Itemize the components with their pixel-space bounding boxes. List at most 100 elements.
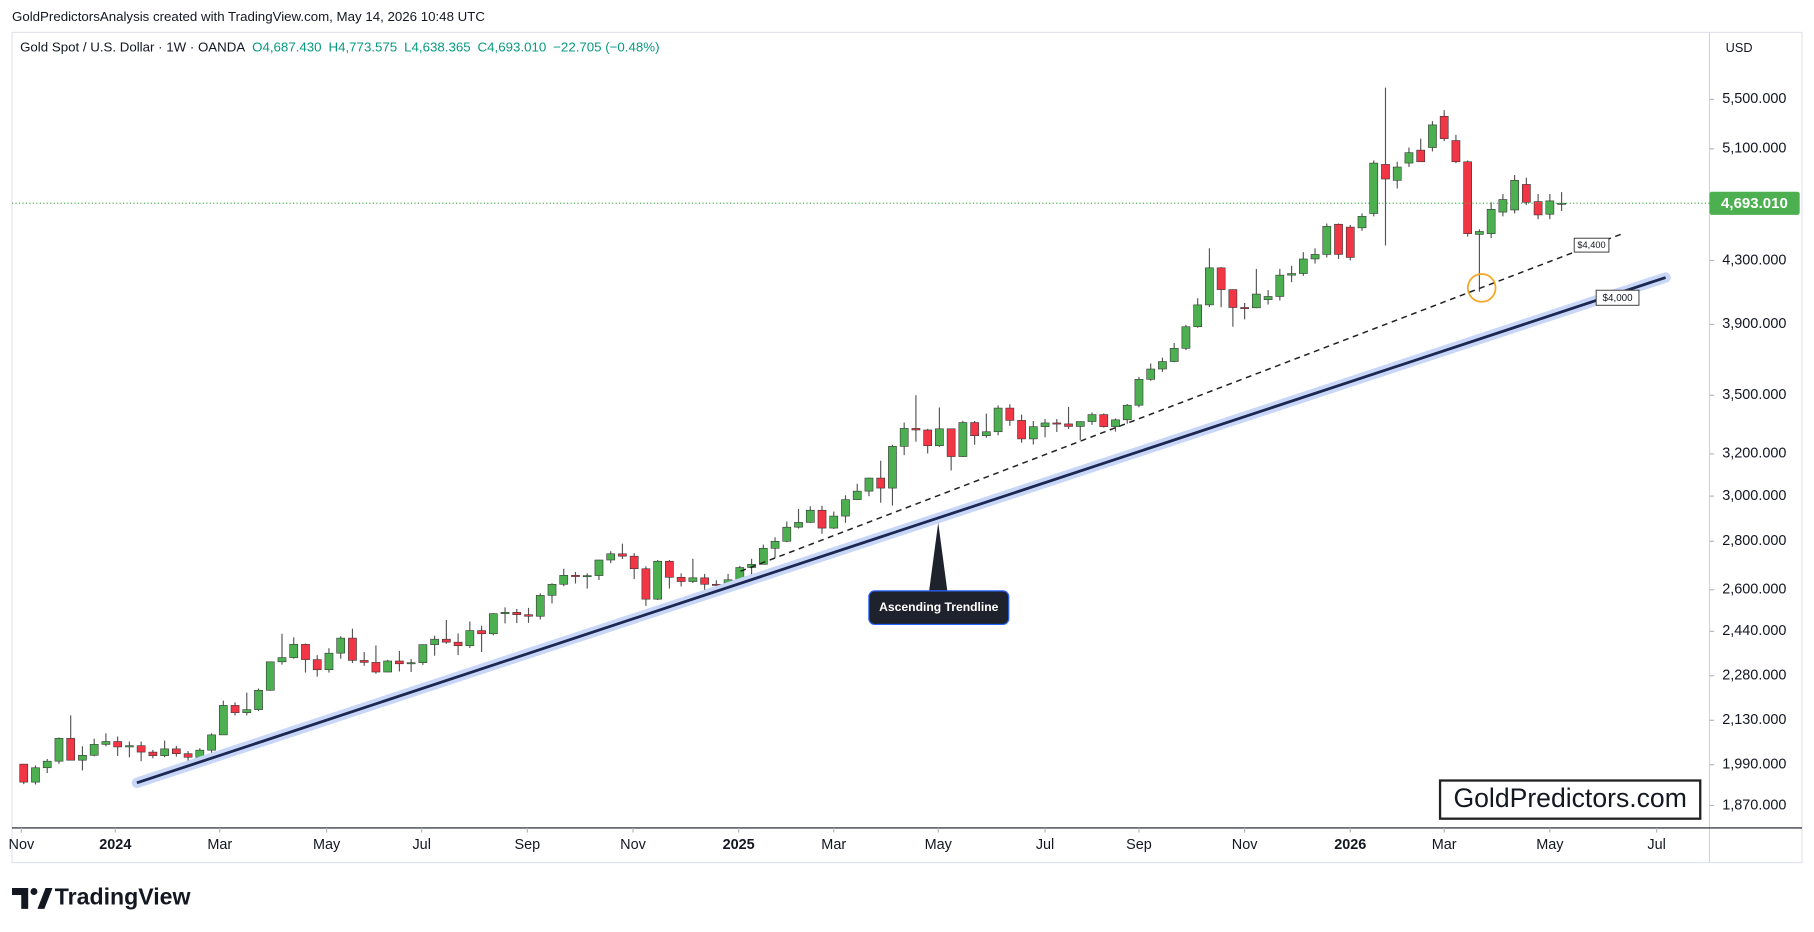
trendline-label: Ascending Trendline	[879, 600, 999, 614]
candle-body	[665, 560, 674, 578]
candle-body	[653, 560, 662, 600]
candle-body	[265, 661, 275, 691]
x-tick-label: 2025	[723, 837, 755, 853]
candle-body	[113, 741, 122, 748]
attribution: GoldPredictorsAnalysis created with Trad…	[12, 9, 485, 24]
x-tick-label: Jul	[1036, 837, 1054, 853]
candle-body	[1451, 140, 1461, 163]
candle-body	[254, 689, 263, 710]
high: H4,773.575	[329, 39, 398, 54]
candle-body	[946, 428, 956, 457]
y-tick-label: 1,870.000	[1722, 797, 1786, 813]
candle-body	[1122, 404, 1132, 421]
candle-body	[1392, 166, 1402, 181]
candle-body	[970, 422, 979, 437]
candle-body	[794, 522, 803, 528]
candle-body	[1240, 307, 1249, 309]
candle-body	[1416, 149, 1426, 163]
candle-body	[1557, 202, 1566, 205]
candle-body	[183, 753, 193, 758]
candle-body	[524, 614, 533, 617]
candle-body	[864, 477, 874, 492]
candle-body	[1075, 421, 1085, 427]
candle-body	[1510, 180, 1519, 211]
currency[interactable]: USD	[1726, 40, 1753, 55]
candle-body	[1028, 426, 1038, 440]
candle-body	[1334, 223, 1343, 255]
candle-body	[1310, 254, 1320, 260]
y-tick-label: 3,000.000	[1722, 488, 1786, 504]
candle-body	[1522, 184, 1531, 203]
candle-body	[676, 577, 686, 582]
candle-body	[1087, 414, 1097, 422]
symbol: Gold Spot / U.S. Dollar · 1W · OANDA	[20, 39, 245, 54]
candle-body	[911, 428, 921, 431]
candle-body	[1134, 379, 1144, 406]
ascending-trendline	[136, 276, 1666, 785]
candle-body	[1545, 200, 1555, 215]
candle-body	[629, 555, 639, 570]
candle-body	[876, 477, 886, 489]
candle-body	[348, 637, 357, 661]
plot-area: 1,870.000 1,990.000 2,130.000 2,280.000 2,44…	[9, 87, 1786, 853]
candle-body	[1298, 258, 1308, 274]
candle-body	[1158, 361, 1167, 370]
level-upper: $4,400	[1577, 240, 1605, 250]
candle-body	[829, 515, 839, 529]
candle-body	[42, 760, 52, 769]
chart-frame	[11, 31, 1803, 864]
candle-body	[1439, 115, 1449, 139]
candle-body	[1111, 419, 1120, 427]
candle-body	[1381, 164, 1390, 180]
y-tick-label: 1,990.000	[1722, 757, 1786, 773]
candle-body	[1005, 407, 1015, 421]
candle-body	[852, 490, 862, 500]
candle-body	[383, 660, 392, 673]
watermark: GoldPredictors.com	[1453, 783, 1686, 813]
candle-body	[442, 638, 451, 643]
currency-button[interactable]	[1716, 37, 1770, 61]
candle-body	[89, 744, 99, 756]
logo: TradingView	[55, 884, 192, 910]
open: O4,687.430	[252, 39, 321, 54]
candle-body	[899, 428, 909, 447]
tradingview-icon	[12, 888, 53, 909]
candle-body	[66, 738, 76, 761]
candle-body	[1357, 216, 1367, 229]
close: C4,693.010	[478, 39, 547, 54]
candle-body	[19, 763, 29, 783]
candle-body	[430, 638, 439, 645]
candle-body	[606, 553, 616, 561]
candle-body	[453, 641, 463, 647]
candle-body	[618, 553, 627, 557]
candle-body	[1369, 162, 1379, 214]
dashed-trendline	[740, 232, 1624, 572]
candle-body	[277, 657, 287, 663]
x-tick-label: May	[313, 837, 341, 853]
candle-body	[207, 734, 216, 751]
y-tick-label: 2,800.000	[1722, 533, 1786, 549]
candle-body	[78, 755, 87, 761]
x-tick-label: Jul	[1647, 837, 1665, 853]
last-price-label: 4,693.010	[1721, 195, 1788, 212]
candle-body	[1404, 152, 1414, 164]
candle-body	[230, 705, 240, 713]
candle-body	[1428, 124, 1437, 148]
y-tick-label: 3,500.000	[1722, 387, 1786, 403]
x-tick-label: Nov	[1232, 837, 1258, 853]
candle-body	[805, 509, 815, 523]
x-tick-label: Mar	[207, 837, 232, 853]
y-tick-label: 2,280.000	[1722, 668, 1786, 684]
candle-body	[1205, 267, 1214, 306]
candle-body	[1533, 201, 1543, 216]
x-tick-label: Mar	[1432, 837, 1457, 853]
candle-body	[1322, 226, 1332, 255]
candle-body	[301, 644, 310, 660]
candle-body	[1498, 199, 1508, 213]
candle-body	[101, 741, 111, 745]
candle-body	[465, 630, 475, 647]
candle-body	[841, 499, 850, 517]
